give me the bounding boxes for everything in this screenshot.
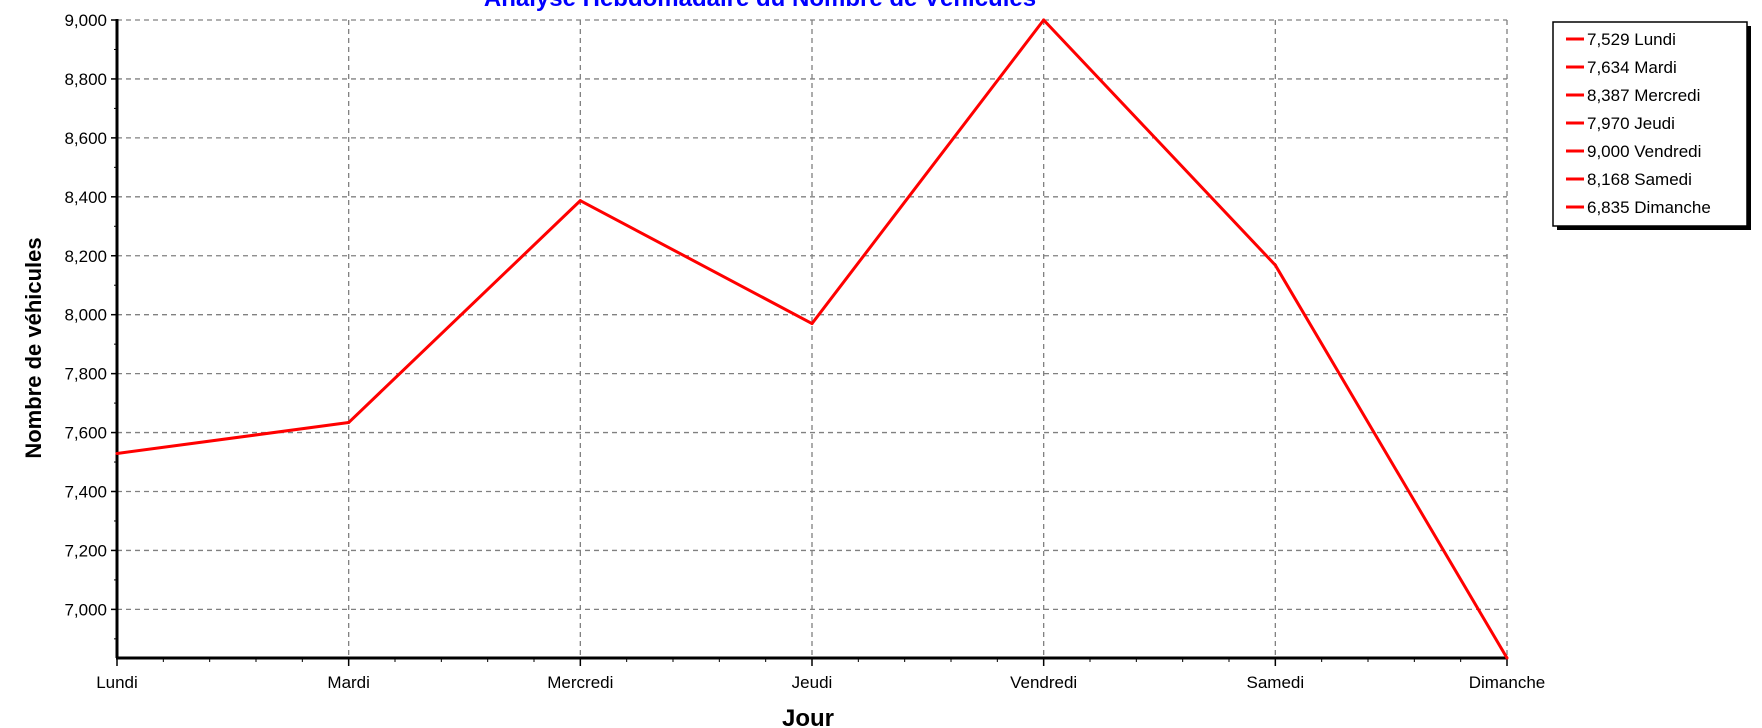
y-tick-labels: 7,000 7,200 7,400 7,600 7,800 8,000 8,200 8,400… xyxy=(64,11,107,619)
x-tick-label: Mardi xyxy=(327,673,370,692)
x-tick-label: Mercredi xyxy=(547,673,613,692)
x-axis-title: Jour xyxy=(782,705,834,728)
y-tick-label: 9,000 xyxy=(64,11,107,30)
y-tick-label: 8,600 xyxy=(64,129,107,148)
legend-entry: 6,835 Dimanche xyxy=(1587,198,1711,217)
grid xyxy=(117,19,1508,658)
x-tick-label: Jeudi xyxy=(792,673,833,692)
chart-title: Analyse Hebdomadaire du Nombre de Véhicu… xyxy=(484,0,1036,12)
y-tick-label: 8,800 xyxy=(64,70,107,89)
legend-entry: 9,000 Vendredi xyxy=(1587,142,1701,161)
data-point xyxy=(1042,18,1046,22)
axes xyxy=(111,19,1508,666)
data-point xyxy=(1273,263,1277,267)
legend: 7,529 Lundi 7,634 Mardi 8,387 Mercredi 7,97… xyxy=(1552,21,1751,230)
series xyxy=(115,18,1509,660)
legend-entry: 8,168 Samedi xyxy=(1587,170,1692,189)
data-point xyxy=(1505,656,1509,660)
legend-entry: 7,529 Lundi xyxy=(1587,30,1676,49)
legend-box xyxy=(1552,21,1748,227)
legend-entry: 7,634 Mardi xyxy=(1587,58,1677,77)
x-tick-label: Lundi xyxy=(96,673,138,692)
y-axis-title: Nombre de véhicules xyxy=(21,237,46,458)
x-tick-labels: Lundi Mardi Mercredi Jeudi Vendredi Samedi Dim… xyxy=(96,673,1545,692)
x-tick-label: Samedi xyxy=(1247,673,1305,692)
y-tick-label: 7,800 xyxy=(64,365,107,384)
data-point xyxy=(115,451,119,455)
data-point xyxy=(578,199,582,203)
data-point xyxy=(347,421,351,425)
legend-entry: 8,387 Mercredi xyxy=(1587,86,1700,105)
x-tick-label: Dimanche xyxy=(1469,673,1546,692)
y-tick-label: 7,000 xyxy=(64,600,107,619)
legend-entry: 7,970 Jeudi xyxy=(1587,114,1675,133)
data-point xyxy=(810,322,814,326)
y-tick-label: 7,400 xyxy=(64,483,107,502)
x-tick-label: Vendredi xyxy=(1010,673,1077,692)
y-tick-label: 7,200 xyxy=(64,541,107,560)
y-tick-label: 8,000 xyxy=(64,306,107,325)
y-tick-label: 8,400 xyxy=(64,188,107,207)
y-tick-label: 7,600 xyxy=(64,424,107,443)
y-tick-label: 8,200 xyxy=(64,247,107,266)
